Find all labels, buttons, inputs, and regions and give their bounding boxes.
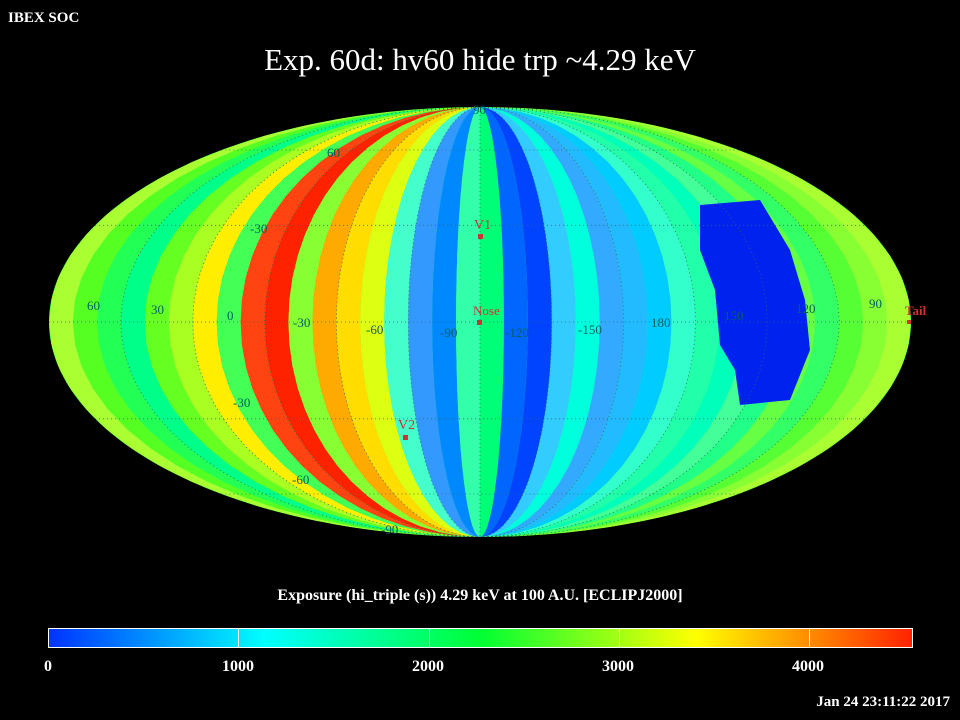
- exposure-band: [384, 107, 480, 537]
- meridian-line: [479, 107, 696, 537]
- low-exposure-patch: [700, 200, 810, 405]
- meridian-line: [479, 107, 768, 537]
- marker-label: V2: [398, 418, 415, 433]
- lon-label: -90: [440, 325, 457, 340]
- lon-label: 150: [724, 308, 744, 323]
- colorbar-tick-label: 3000: [602, 658, 634, 675]
- marker-v2: V2: [398, 418, 415, 440]
- colorbar: [48, 628, 913, 648]
- marker-dot: [907, 320, 911, 324]
- marker-label: V1: [474, 218, 491, 233]
- colorbar-tick-label: 0: [44, 658, 52, 675]
- lon-label: 60: [87, 298, 100, 313]
- exposure-band: [360, 107, 480, 537]
- meridian-line: [192, 107, 481, 537]
- marker-tail: Tail: [905, 303, 927, 324]
- lon-label: 0: [227, 308, 234, 323]
- lon-label: -60: [366, 322, 383, 337]
- lat-label: -30: [233, 395, 250, 410]
- colorbar-tick: [619, 629, 620, 647]
- marker-v1: V1: [474, 218, 491, 239]
- lon-label: 120: [796, 301, 816, 316]
- marker-label: Tail: [905, 303, 927, 318]
- lat-label: 90: [473, 102, 486, 117]
- lon-label: -30: [293, 315, 310, 330]
- marker-dot: [477, 320, 482, 325]
- colorbar-tick-label: 1000: [222, 658, 254, 675]
- lon-label: -120: [505, 325, 529, 340]
- colorbar-label: Exposure (hi_triple (s)) 4.29 keV at 100…: [277, 587, 683, 604]
- lat-label: -90: [381, 522, 398, 537]
- colorbar-tick: [429, 629, 430, 647]
- colorbar-tick: [238, 629, 239, 647]
- corner-label: IBEX SOC: [8, 10, 80, 26]
- exposure-band: [480, 107, 624, 537]
- sky-map: 60 30 0 -30 -60 -90 -120 -150 180 150 12…: [49, 102, 927, 537]
- page-title: Exp. 60d: hv60 hide trp ~4.29 keV: [264, 42, 696, 77]
- exposure-band: [408, 107, 480, 537]
- low-exposure-region: [700, 200, 810, 405]
- graticule: [49, 107, 911, 537]
- meridian-line: [264, 107, 481, 537]
- exposure-band: [480, 107, 648, 537]
- lat-label: -60: [292, 472, 309, 487]
- marker-dot: [403, 435, 408, 440]
- lat-label: 60: [327, 145, 340, 160]
- exposure-band: [480, 107, 504, 537]
- colorbar-tick: [809, 629, 810, 647]
- exposure-band: [312, 107, 480, 537]
- marker-dot: [478, 234, 483, 239]
- marker-nose: Nose: [473, 303, 500, 325]
- exposure-band: [336, 107, 480, 537]
- lon-label: 90: [869, 296, 882, 311]
- lat-label: -30: [250, 221, 267, 236]
- meridian-line: [479, 107, 625, 537]
- colorbar-tick-label: 4000: [792, 658, 824, 675]
- meridian-line: [479, 107, 553, 537]
- timestamp: Jan 24 23:11:22 2017: [816, 694, 950, 710]
- meridian-line: [335, 107, 481, 537]
- lon-label: -150: [578, 322, 602, 337]
- exposure-band: [480, 107, 576, 537]
- lon-label: 180: [651, 315, 671, 330]
- exposure-band: [480, 107, 528, 537]
- exposure-band: [480, 107, 600, 537]
- exposure-band: [432, 107, 480, 537]
- colorbar-tick-label: 2000: [412, 658, 444, 675]
- exposure-band: [456, 107, 480, 537]
- exposure-bands: [49, 107, 911, 537]
- exposure-band: [480, 107, 552, 537]
- marker-label: Nose: [473, 303, 500, 318]
- lon-label: 30: [151, 302, 164, 317]
- meridian-line: [407, 107, 481, 537]
